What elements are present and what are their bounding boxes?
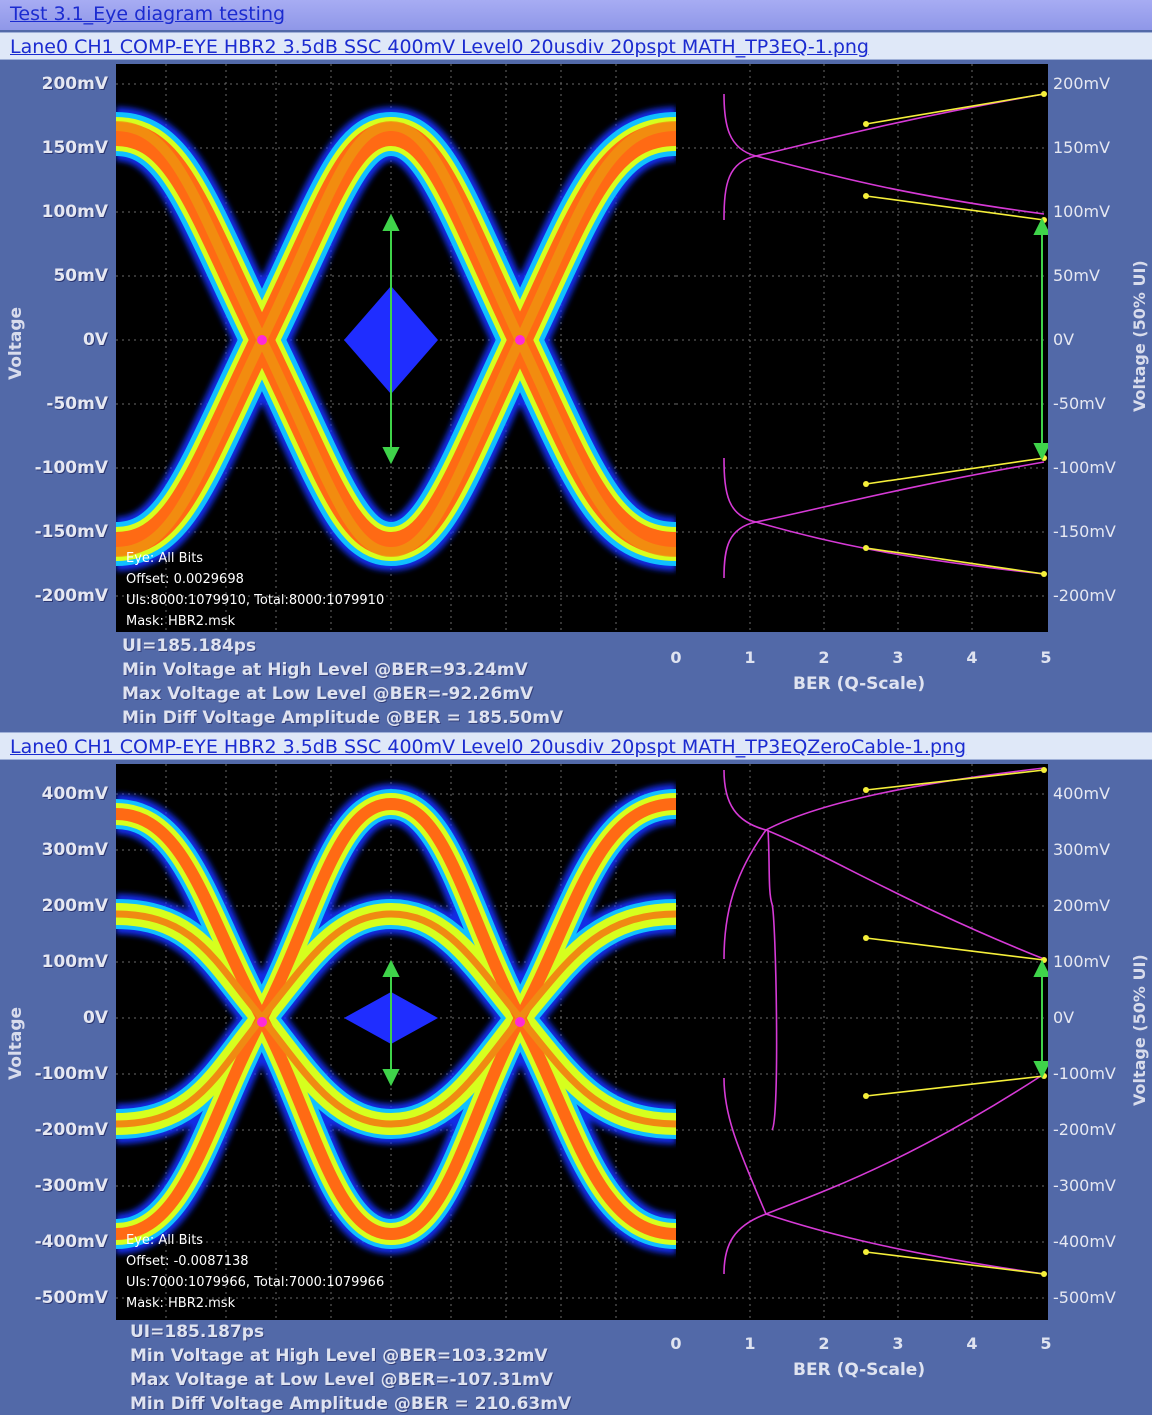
- eye-panel-1: Voltage 200mV 150mV 100mV 50mV 0V -50mV …: [0, 60, 1152, 730]
- left-tick-label: 100mV: [41, 952, 108, 972]
- eye-label: Eye: All Bits: [126, 551, 204, 566]
- x-tick-label: 2: [818, 648, 830, 667]
- right-axis-title-1: Voltage (50% UI): [1130, 260, 1149, 412]
- file-link-bar-2: Lane0 CH1 COMP-EYE HBR2 3.5dB SSC 400mV …: [0, 732, 1152, 760]
- right-tick-label: -200mV: [1053, 586, 1116, 605]
- left-tick-label: -200mV: [34, 1120, 108, 1140]
- right-tick-label: -100mV: [1053, 1064, 1116, 1083]
- left-tick-label: 50mV: [53, 266, 108, 286]
- ui-value: UI=185.187ps: [130, 1322, 265, 1342]
- x-axis-title-1: BER (Q-Scale): [793, 674, 926, 694]
- right-tick-label: 100mV: [1053, 202, 1111, 221]
- right-tick-label: 0V: [1053, 1008, 1075, 1027]
- x-tick-label: 3: [892, 1334, 904, 1353]
- min-high-level: Min Voltage at High Level @BER=103.32mV: [130, 1346, 548, 1366]
- x-tick-label: 1: [744, 648, 756, 667]
- right-tick-label: 200mV: [1053, 896, 1111, 915]
- min-diff-amplitude: Min Diff Voltage Amplitude @BER = 210.63…: [130, 1394, 572, 1414]
- right-tick-label: -100mV: [1053, 458, 1116, 477]
- right-tick-label: -300mV: [1053, 1176, 1116, 1195]
- report-title-link[interactable]: Test 3.1_Eye diagram testing: [10, 3, 286, 25]
- max-low-level: Max Voltage at Low Level @BER=-92.26mV: [122, 684, 534, 704]
- x-tick-label: 2: [818, 1334, 830, 1353]
- eye-diagram-plot-1: Eye: All Bits Offset: 0.0029698 UIs:8000…: [116, 64, 676, 632]
- eye-diagram-plot-2: Eye: All Bits Offset: -0.0087138 UIs:700…: [116, 764, 676, 1320]
- eye-panel-2: Voltage 400mV 300mV 200mV 100mV 0V -100m…: [0, 760, 1152, 1415]
- right-tick-label: -150mV: [1053, 522, 1116, 541]
- ber-bathtub-graphic-2: [676, 764, 1048, 1320]
- left-tick-label: 200mV: [41, 74, 108, 94]
- ui-value: UI=185.184ps: [122, 636, 257, 656]
- file-link-2[interactable]: Lane0 CH1 COMP-EYE HBR2 3.5dB SSC 400mV …: [10, 736, 967, 758]
- right-tick-label: 300mV: [1053, 840, 1111, 859]
- x-tick-label: 4: [966, 1334, 978, 1353]
- left-tick-label: -150mV: [34, 522, 108, 542]
- eye-stats-1: UI=185.184ps Min Voltage at High Level @…: [122, 634, 563, 730]
- left-tick-label: -400mV: [34, 1232, 108, 1252]
- left-tick-label: 100mV: [41, 202, 108, 222]
- ber-bathtub-plot-2: [676, 764, 1048, 1320]
- right-tick-label: 200mV: [1053, 74, 1111, 93]
- ber-bathtub-plot-1: [676, 64, 1048, 632]
- ber-bathtub-graphic-1: [676, 64, 1048, 632]
- x-tick-label: 3: [892, 648, 904, 667]
- left-tick-label: 0V: [83, 330, 108, 350]
- eye-diagram-graphic-2: [116, 764, 676, 1320]
- x-tick-label: 5: [1040, 1334, 1052, 1353]
- right-tick-label: 50mV: [1053, 266, 1100, 285]
- offset-label: Offset: -0.0087138: [126, 1254, 249, 1269]
- x-tick-label: 4: [966, 648, 978, 667]
- x-tick-label: 0: [670, 1334, 682, 1353]
- left-tick-label: 300mV: [41, 840, 108, 860]
- x-axis-title-2: BER (Q-Scale): [793, 1360, 926, 1380]
- right-tick-label: 0V: [1053, 330, 1075, 349]
- eye-info-overlay-1: Eye: All Bits Offset: 0.0029698 UIs:8000…: [126, 548, 384, 632]
- left-tick-label: -500mV: [34, 1288, 108, 1308]
- right-tick-label: -500mV: [1053, 1288, 1116, 1307]
- max-low-level: Max Voltage at Low Level @BER=-107.31mV: [130, 1370, 554, 1390]
- x-tick-label: 5: [1040, 648, 1052, 667]
- left-tick-label: 200mV: [41, 896, 108, 916]
- right-axis-title-2: Voltage (50% UI): [1130, 954, 1149, 1106]
- left-tick-label: -50mV: [46, 394, 108, 414]
- left-tick-label: -100mV: [34, 458, 108, 478]
- right-tick-label: -50mV: [1053, 394, 1106, 413]
- file-link-1[interactable]: Lane0 CH1 COMP-EYE HBR2 3.5dB SSC 400mV …: [10, 36, 869, 58]
- min-high-level: Min Voltage at High Level @BER=93.24mV: [122, 660, 528, 680]
- right-tick-label: -400mV: [1053, 1232, 1116, 1251]
- right-tick-label: 400mV: [1053, 784, 1111, 803]
- right-tick-label: -200mV: [1053, 1120, 1116, 1139]
- uis-label: UIs:7000:1079966, Total:7000:1079966: [126, 1275, 385, 1290]
- x-tick-label: 1: [744, 1334, 756, 1353]
- left-tick-label: -100mV: [34, 1064, 108, 1084]
- eye-label: Eye: All Bits: [126, 1233, 204, 1248]
- file-link-bar-1: Lane0 CH1 COMP-EYE HBR2 3.5dB SSC 400mV …: [0, 32, 1152, 60]
- offset-label: Offset: 0.0029698: [126, 572, 244, 587]
- left-tick-label: -300mV: [34, 1176, 108, 1196]
- left-tick-label: 0V: [83, 1008, 108, 1028]
- mask-label: Mask: HBR2.msk: [126, 1296, 236, 1311]
- left-tick-label: -200mV: [34, 586, 108, 606]
- left-tick-label: 400mV: [41, 784, 108, 804]
- right-tick-label: 150mV: [1053, 138, 1111, 157]
- eye-diagram-graphic-1: [116, 64, 676, 632]
- left-tick-label: 150mV: [41, 138, 108, 158]
- right-tick-label: 100mV: [1053, 952, 1111, 971]
- eye-info-overlay-2: Eye: All Bits Offset: -0.0087138 UIs:700…: [126, 1230, 384, 1314]
- min-diff-amplitude: Min Diff Voltage Amplitude @BER = 185.50…: [122, 708, 564, 728]
- report-title-bar: Test 3.1_Eye diagram testing: [0, 0, 1152, 30]
- uis-label: UIs:8000:1079910, Total:8000:1079910: [126, 593, 385, 608]
- x-tick-label: 0: [670, 648, 682, 667]
- mask-label: Mask: HBR2.msk: [126, 614, 236, 629]
- eye-stats-2: UI=185.187ps Min Voltage at High Level @…: [130, 1320, 571, 1415]
